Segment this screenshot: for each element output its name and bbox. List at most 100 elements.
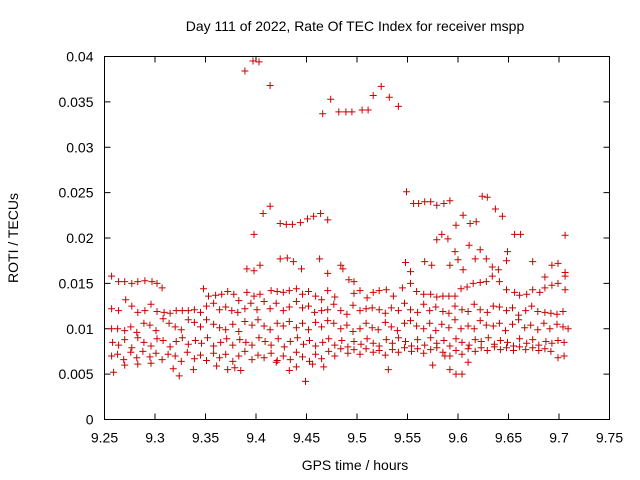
data-point <box>255 58 263 66</box>
data-point <box>324 287 332 295</box>
data-point <box>458 338 466 346</box>
data-point <box>516 291 524 299</box>
data-point <box>408 347 415 355</box>
data-point <box>375 347 383 354</box>
data-point <box>190 318 198 326</box>
data-point <box>438 230 446 238</box>
data-point <box>241 347 249 355</box>
data-point <box>465 241 473 249</box>
data-point <box>381 351 389 359</box>
data-point <box>224 288 232 295</box>
data-point <box>541 308 549 316</box>
data-point <box>394 334 402 342</box>
x-tick-label: 9.25 <box>91 430 118 446</box>
x-tick-label: 9.3 <box>145 430 165 446</box>
data-point <box>482 321 490 329</box>
data-point <box>283 254 291 262</box>
data-point <box>548 261 556 269</box>
data-point <box>330 319 338 327</box>
data-point <box>554 279 562 287</box>
data-point <box>452 347 460 354</box>
data-point <box>276 255 284 263</box>
data-point <box>279 288 287 296</box>
y-tick-label: 0.025 <box>58 185 93 201</box>
data-point <box>433 344 441 352</box>
data-point <box>439 292 447 300</box>
data-point <box>541 345 549 353</box>
y-tick-label: 0 <box>86 412 94 428</box>
data-point <box>223 335 231 343</box>
data-point <box>482 255 490 263</box>
data-point <box>213 362 221 370</box>
data-point <box>296 219 304 227</box>
data-point <box>248 356 256 364</box>
data-point <box>285 303 293 311</box>
data-point <box>134 278 142 286</box>
axis-ticks: 9.25 9.3 9.35 9.4 9.45 9.5 9.55 9.6 9.65 9.7 9.75 0… <box>58 49 623 446</box>
data-point <box>292 324 300 332</box>
data-point <box>381 309 389 317</box>
data-point <box>337 345 345 353</box>
data-point <box>292 285 300 293</box>
y-tick-label: 0.03 <box>66 139 93 155</box>
data-point <box>243 265 251 273</box>
data-point <box>300 340 307 348</box>
data-point <box>553 320 561 328</box>
data-point <box>256 290 264 298</box>
data-point <box>433 201 441 209</box>
data-point <box>375 306 383 314</box>
data-point <box>527 321 535 329</box>
data-point <box>516 335 524 343</box>
y-tick-label: 0.04 <box>66 49 93 65</box>
data-point <box>134 334 142 342</box>
data-point <box>109 338 117 346</box>
data-point <box>331 352 339 360</box>
data-point <box>318 323 326 331</box>
data-point <box>369 288 377 296</box>
data-point <box>250 267 258 275</box>
data-point <box>235 352 243 360</box>
data-point <box>134 308 142 316</box>
data-point <box>279 322 287 330</box>
data-point <box>375 287 383 295</box>
data-point <box>189 366 197 374</box>
data-point <box>122 296 130 304</box>
data-point <box>115 307 123 315</box>
data-point <box>433 293 441 301</box>
data-point <box>561 272 569 280</box>
data-point <box>312 318 320 326</box>
data-point <box>542 338 550 345</box>
data-point <box>421 258 429 266</box>
data-point <box>288 220 296 228</box>
data-point <box>464 345 472 353</box>
data-point <box>153 335 161 343</box>
data-point <box>260 298 268 305</box>
data-point <box>413 288 421 295</box>
data-point <box>420 290 428 298</box>
data-point <box>248 341 256 349</box>
data-point <box>241 305 249 313</box>
data-point <box>318 307 326 315</box>
data-point <box>546 325 554 333</box>
y-tick-label: 0.035 <box>58 94 93 110</box>
data-point <box>446 197 454 205</box>
data-point <box>259 210 267 217</box>
data-point <box>421 198 429 206</box>
data-point <box>320 363 328 371</box>
data-point <box>115 341 123 349</box>
data-point <box>452 335 460 343</box>
data-point <box>108 272 116 280</box>
data-point <box>267 287 275 295</box>
data-point <box>522 346 530 354</box>
data-point <box>191 337 199 344</box>
data-point <box>559 323 567 331</box>
data-point <box>337 325 345 333</box>
data-point <box>216 324 224 332</box>
data-point <box>128 279 136 287</box>
data-point <box>476 317 484 325</box>
data-point <box>511 230 519 238</box>
x-tick-label: 9.55 <box>394 430 421 446</box>
data-point <box>274 335 282 343</box>
data-point <box>482 278 490 286</box>
